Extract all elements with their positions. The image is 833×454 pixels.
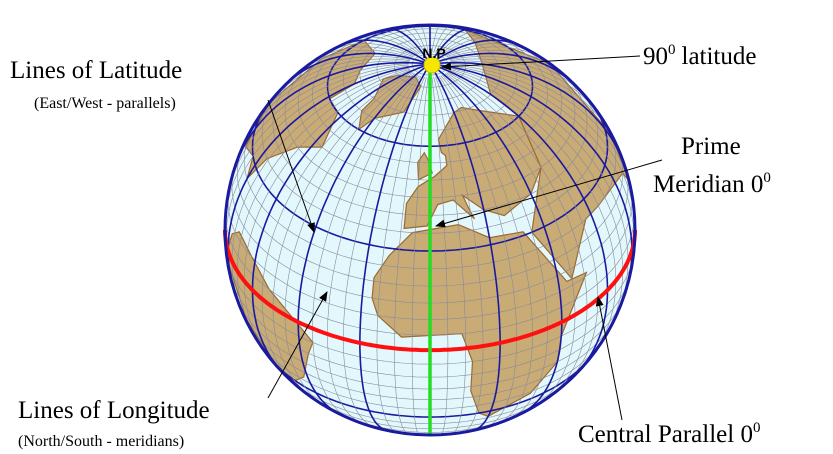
meridian	[446, 72, 588, 397]
meridian	[297, 63, 431, 415]
arrow	[435, 159, 663, 228]
meridian	[243, 69, 411, 358]
north-pole-dot	[423, 56, 441, 74]
meridian	[261, 71, 413, 387]
globe-outline	[223, 23, 637, 437]
meridian	[450, 58, 604, 121]
prime-meridian-line1: Prime	[681, 133, 741, 160]
meridian	[429, 63, 609, 374]
meridian	[237, 68, 410, 336]
longitude-subtitle: (North/South - meridians)	[18, 433, 184, 450]
north-pole-label: N.P	[422, 45, 445, 61]
meridian	[341, 39, 431, 65]
prime-meridian-line2: Meridian 00	[653, 170, 771, 198]
arrow	[441, 55, 641, 71]
landmass	[357, 74, 422, 131]
meridian	[285, 52, 431, 85]
meridian	[429, 28, 472, 65]
meridian	[225, 65, 409, 258]
meridian	[451, 65, 635, 258]
meridian	[445, 73, 576, 407]
meridian	[272, 56, 411, 100]
latitude-title: Lines of Latitude	[10, 57, 182, 84]
meridian	[429, 52, 575, 85]
meridian	[447, 71, 599, 387]
longitude-title: Lines of Longitude	[18, 397, 210, 424]
landmass	[371, 223, 588, 418]
meridian	[359, 63, 431, 432]
arrow	[267, 291, 328, 399]
meridian	[394, 77, 427, 434]
meridian	[429, 61, 627, 170]
meridian	[438, 76, 517, 428]
meridian	[440, 75, 533, 425]
meridian	[233, 61, 431, 170]
meridian	[431, 77, 449, 435]
meridian	[251, 63, 431, 374]
meridian	[327, 75, 420, 425]
meridian	[450, 68, 623, 336]
meridian	[243, 60, 410, 145]
arrow	[267, 99, 315, 233]
meridian	[225, 64, 409, 231]
meridian	[442, 74, 548, 420]
meridian	[429, 63, 633, 286]
meridian	[272, 72, 414, 397]
meridian	[388, 28, 431, 65]
meridian	[312, 74, 418, 420]
arrow	[595, 296, 623, 421]
meridian	[451, 63, 633, 197]
pole-latitude-label: 900 latitude	[643, 42, 756, 70]
meridian	[227, 63, 409, 197]
meridian	[450, 60, 617, 145]
meridian	[429, 63, 501, 432]
meridian	[411, 77, 429, 435]
meridian	[376, 76, 425, 433]
meridian	[429, 63, 563, 415]
meridian	[429, 39, 519, 65]
graticule	[225, 25, 635, 435]
meridian	[284, 73, 415, 407]
central-parallel-label: Central Parallel 00	[578, 420, 760, 448]
meridian	[433, 77, 466, 434]
meridian	[343, 76, 422, 428]
reference-lines	[223, 63, 637, 435]
meridian	[227, 63, 431, 286]
meridian	[449, 69, 617, 358]
latitude-subtitle: (East/West - parallels)	[34, 95, 176, 112]
meridian	[256, 58, 410, 121]
meridian	[451, 64, 635, 231]
meridian	[435, 76, 484, 433]
